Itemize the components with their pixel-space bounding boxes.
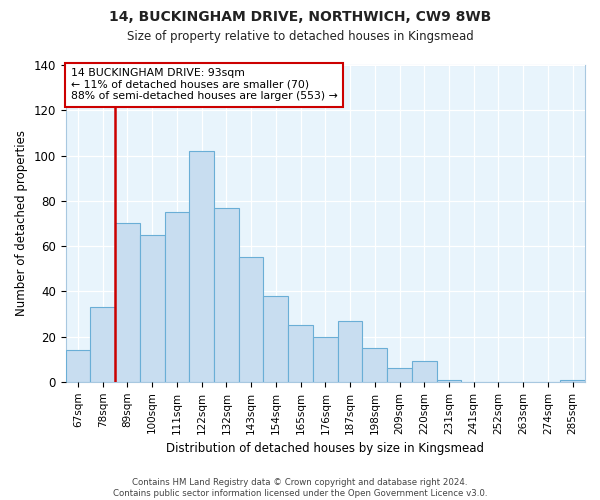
Bar (412, 362, 437, 382)
Text: 14, BUCKINGHAM DRIVE, NORTHWICH, CW9 8WB: 14, BUCKINGHAM DRIVE, NORTHWICH, CW9 8WB (109, 10, 491, 24)
Bar (164, 212, 190, 382)
Bar (437, 380, 461, 382)
Bar (288, 325, 313, 382)
Bar (387, 368, 412, 382)
Bar (263, 296, 288, 382)
Bar (190, 151, 214, 382)
Text: Size of property relative to detached houses in Kingsmead: Size of property relative to detached ho… (127, 30, 473, 43)
Bar (65, 350, 91, 382)
Bar (338, 320, 362, 382)
Bar (239, 258, 263, 382)
Text: Contains HM Land Registry data © Crown copyright and database right 2024.
Contai: Contains HM Land Registry data © Crown c… (113, 478, 487, 498)
Bar (362, 348, 387, 382)
Bar (115, 224, 140, 382)
X-axis label: Distribution of detached houses by size in Kingsmead: Distribution of detached houses by size … (166, 442, 484, 455)
Bar (91, 307, 115, 382)
Y-axis label: Number of detached properties: Number of detached properties (15, 130, 28, 316)
Bar (214, 208, 239, 382)
Bar (313, 336, 338, 382)
Text: 14 BUCKINGHAM DRIVE: 93sqm
← 11% of detached houses are smaller (70)
88% of semi: 14 BUCKINGHAM DRIVE: 93sqm ← 11% of deta… (71, 68, 338, 102)
Bar (560, 380, 585, 382)
Bar (140, 234, 164, 382)
